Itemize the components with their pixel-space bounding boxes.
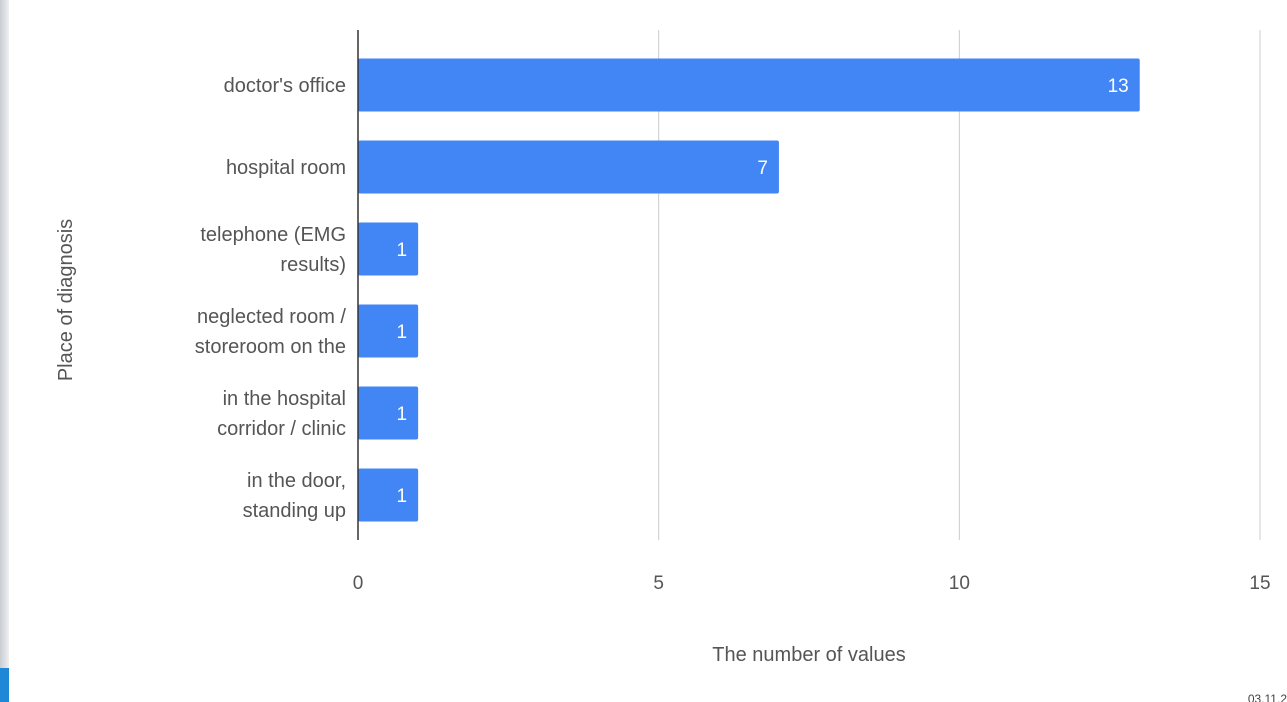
y-category-label: results) <box>280 254 346 276</box>
x-tick-label: 0 <box>353 573 364 594</box>
bar-value-label: 1 <box>397 486 408 507</box>
x-tick-label: 10 <box>949 573 970 594</box>
bar-value-label: 13 <box>1108 76 1129 97</box>
bar-value-label: 1 <box>397 322 408 343</box>
y-category-label: telephone (EMG <box>200 224 346 246</box>
y-category-label: storeroom on the <box>195 336 346 358</box>
bar <box>358 140 779 194</box>
y-axis-title: Place of diagnosis <box>55 219 77 381</box>
bar <box>358 222 419 276</box>
window-left-edge-accent <box>0 668 9 702</box>
y-category-label: in the hospital <box>223 388 346 410</box>
window-left-edge <box>0 0 9 702</box>
bar <box>358 58 1140 112</box>
y-category-label: doctor's office <box>224 75 346 97</box>
bar-value-label: 7 <box>757 158 768 179</box>
x-axis-title: The number of values <box>712 644 905 666</box>
y-category-label: corridor / clinic <box>217 418 346 440</box>
bar-value-label: 1 <box>397 404 408 425</box>
bar <box>358 468 419 522</box>
bar <box>358 304 419 358</box>
y-category-label: neglected room / <box>197 306 346 328</box>
footer-date-text: 03.11.2 <box>1247 692 1287 702</box>
y-category-label: hospital room <box>226 157 346 179</box>
bar-value-label: 1 <box>397 240 408 261</box>
x-tick-label: 5 <box>653 573 664 594</box>
x-tick-label: 15 <box>1249 573 1270 594</box>
bar <box>358 386 419 440</box>
y-category-label: in the door, <box>247 470 346 492</box>
y-category-label: standing up <box>243 500 346 522</box>
